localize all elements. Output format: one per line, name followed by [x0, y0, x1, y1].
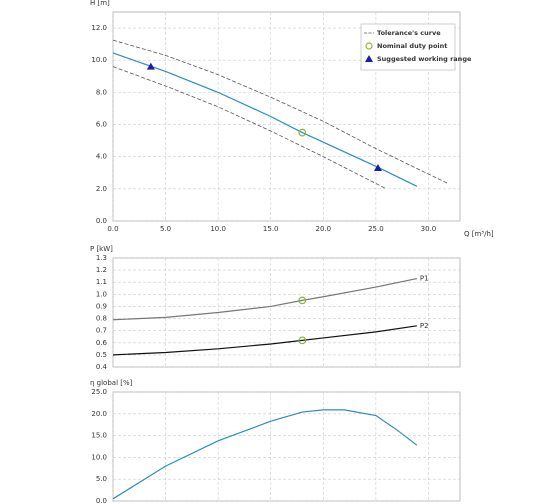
y-tick-label: 1.0: [96, 290, 107, 298]
y-tick-label: 10.0: [91, 56, 107, 64]
plot-area: [112, 391, 461, 502]
y-axis-label: P [kW]: [90, 245, 113, 253]
legend-label: Suggested working range: [377, 55, 472, 63]
legend: Tolerance's curve Nominal duty point Sugge…: [360, 23, 472, 71]
curve-label: P1: [420, 275, 429, 283]
y-tick-label: 1.1: [96, 278, 107, 286]
duty-point: [298, 336, 307, 345]
y-tick-label: 4.0: [96, 153, 107, 161]
y-tick-label: 8.0: [96, 88, 107, 96]
y-axis-label: H [m]: [90, 0, 110, 7]
y-tick-label: 0.8: [96, 315, 107, 323]
y-tick-label: 10.0: [91, 453, 107, 461]
y-tick-label: 20.0: [91, 410, 107, 418]
x-tick-label: 20.0: [316, 225, 332, 233]
y-tick-label: 5.0: [96, 475, 107, 483]
legend-label: Nominal duty point: [377, 42, 447, 50]
x-tick-label: 0.0: [107, 225, 118, 233]
y-tick-label: 15.0: [91, 432, 107, 440]
x-tick-label: 15.0: [263, 225, 279, 233]
curve: [112, 278, 418, 321]
legend-symbol: [365, 55, 373, 62]
y-tick-label: 1.2: [96, 266, 107, 274]
x-tick-label: 5.0: [160, 225, 171, 233]
curve: [112, 66, 387, 190]
x-axis-label: Q [m³/h]: [464, 230, 494, 238]
working-range-point: [146, 62, 155, 70]
duty-point: [298, 128, 307, 137]
y-tick-label: 0.7: [96, 327, 107, 335]
legend-symbol: [365, 42, 373, 50]
plot-area: [112, 257, 461, 368]
y-tick-label: 1.3: [96, 254, 107, 262]
y-axis-label: η global [%]: [90, 379, 133, 387]
y-tick-label: 0.0: [96, 217, 107, 225]
y-tick-label: 2.0: [96, 185, 107, 193]
curve: [112, 39, 448, 184]
duty-point: [298, 296, 307, 305]
curve: [112, 325, 417, 356]
y-tick-label: 0.4: [96, 363, 108, 371]
curve: [112, 409, 418, 500]
y-tick-label: 0.6: [96, 339, 108, 347]
x-tick-label: 25.0: [368, 225, 384, 233]
legend-label: Tolerance's curve: [377, 29, 441, 37]
y-tick-label: 6.0: [96, 121, 107, 129]
y-tick-label: 0.0: [96, 497, 107, 504]
y-tick-label: 12.0: [91, 24, 107, 32]
curve-label: P2: [420, 322, 429, 330]
y-tick-label: 0.9: [96, 302, 107, 310]
curve: [112, 52, 418, 187]
y-tick-label: 25.0: [91, 388, 107, 396]
x-tick-label: 10.0: [210, 225, 226, 233]
legend-box: [360, 23, 456, 71]
working-range-point: [373, 163, 382, 171]
x-tick-label: 30.0: [421, 225, 437, 233]
y-tick-label: 0.5: [96, 351, 107, 359]
